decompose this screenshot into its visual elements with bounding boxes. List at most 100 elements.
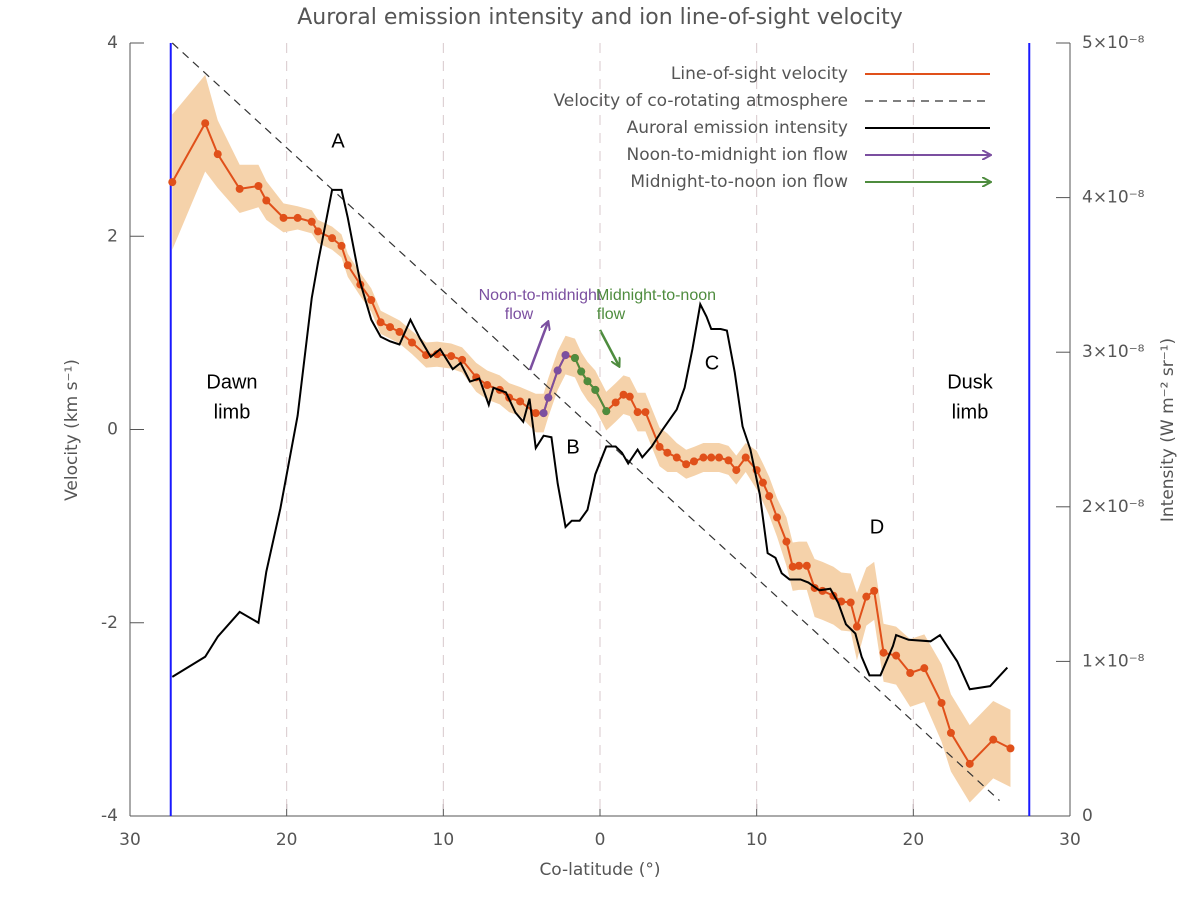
data-point	[852, 622, 861, 631]
flow-label: flow	[505, 306, 534, 323]
legend-label: Line-of-sight velocity	[671, 64, 848, 84]
flow-label: Noon-to-midnight	[479, 287, 602, 304]
flow-arrow	[528, 322, 548, 371]
data-point	[337, 241, 346, 250]
x-tick-label: 30	[1059, 830, 1081, 850]
data-point	[343, 261, 352, 270]
data-point	[870, 586, 879, 595]
data-point	[458, 355, 467, 364]
data-point	[802, 561, 811, 570]
flow-label: Midnight-to-noon	[596, 287, 716, 304]
data-point	[707, 453, 716, 462]
data-point	[201, 119, 210, 128]
y2-tick-label: 4×10⁻⁸	[1082, 188, 1145, 208]
data-point	[758, 478, 767, 487]
data-point	[168, 178, 177, 187]
limb-label: Dusk	[947, 371, 994, 393]
y2-tick-label: 1×10⁻⁸	[1082, 651, 1145, 671]
data-point	[531, 409, 540, 418]
y-tick-label: 2	[107, 226, 118, 246]
data-point	[633, 408, 642, 417]
data-point	[516, 397, 525, 406]
data-point	[483, 381, 492, 390]
x-tick-label: 0	[595, 830, 606, 850]
data-point	[602, 407, 611, 416]
data-point	[561, 351, 570, 360]
limb-label: limb	[952, 401, 989, 423]
flow-label: flow	[597, 306, 626, 323]
x-tick-label: 30	[119, 830, 141, 850]
data-point	[937, 698, 946, 707]
annotation: A	[331, 130, 345, 152]
y-tick-label: -2	[101, 613, 118, 633]
data-point	[715, 453, 724, 462]
data-point	[765, 492, 774, 501]
limb-label: Dawn	[206, 371, 257, 393]
data-point	[577, 367, 586, 376]
annotation: D	[870, 516, 884, 538]
data-point	[591, 385, 600, 394]
limb-label: limb	[214, 401, 251, 423]
data-point	[773, 513, 782, 522]
y-tick-label: 0	[107, 420, 118, 440]
data-point	[386, 323, 395, 332]
data-point	[672, 453, 681, 462]
legend-label: Noon-to-midnight ion flow	[627, 145, 849, 165]
data-point	[293, 213, 302, 222]
error-band	[172, 74, 1011, 803]
y2-tick-label: 5×10⁻⁸	[1082, 33, 1145, 53]
data-point	[892, 651, 901, 660]
legend-label: Auroral emission intensity	[627, 118, 848, 138]
data-point	[279, 213, 288, 222]
data-point	[328, 234, 337, 243]
data-point	[539, 409, 548, 418]
series-line	[542, 354, 567, 414]
data-point	[611, 398, 620, 407]
data-point	[395, 327, 404, 336]
data-point	[254, 182, 263, 191]
data-point	[367, 296, 376, 305]
data-point	[846, 598, 855, 607]
data-point	[906, 668, 915, 677]
data-point	[989, 735, 998, 744]
data-point	[213, 150, 222, 159]
data-point	[544, 393, 553, 402]
data-point	[619, 390, 628, 399]
data-point	[641, 408, 650, 417]
series-line	[171, 42, 1000, 801]
data-point	[920, 664, 929, 673]
data-point	[570, 353, 579, 362]
y-axis-label: Velocity (km s⁻¹)	[62, 359, 82, 501]
data-point	[235, 184, 244, 193]
data-point	[1006, 744, 1015, 753]
y2-axis-label: Intensity (W m⁻² sr⁻¹)	[1158, 338, 1178, 522]
data-point	[408, 338, 416, 347]
data-point	[625, 392, 634, 401]
annotation: C	[705, 352, 719, 374]
data-point	[724, 456, 733, 465]
x-tick-label: 20	[903, 830, 925, 850]
data-point	[307, 217, 316, 226]
data-point	[262, 196, 271, 205]
data-point	[741, 453, 750, 462]
y-tick-label: 4	[107, 33, 118, 53]
y2-tick-label: 2×10⁻⁸	[1082, 497, 1145, 517]
x-axis-label: Co-latitude (°)	[539, 860, 660, 880]
data-point	[314, 227, 322, 236]
y-tick-label: -4	[101, 806, 118, 826]
chart-title: Auroral emission intensity and ion line-…	[297, 5, 903, 30]
data-point	[862, 592, 871, 601]
data-point	[782, 537, 791, 546]
y2-tick-label: 3×10⁻⁸	[1082, 342, 1145, 362]
y2-tick-label: 0	[1082, 806, 1093, 826]
data-point	[690, 457, 698, 466]
data-point	[879, 648, 888, 657]
legend-label: Midnight-to-noon ion flow	[630, 172, 848, 192]
data-point	[376, 318, 385, 327]
x-tick-label: 10	[746, 830, 768, 850]
flow-arrow	[598, 329, 619, 366]
series-line	[171, 188, 1009, 691]
data-point	[788, 562, 797, 571]
data-point	[583, 377, 592, 386]
